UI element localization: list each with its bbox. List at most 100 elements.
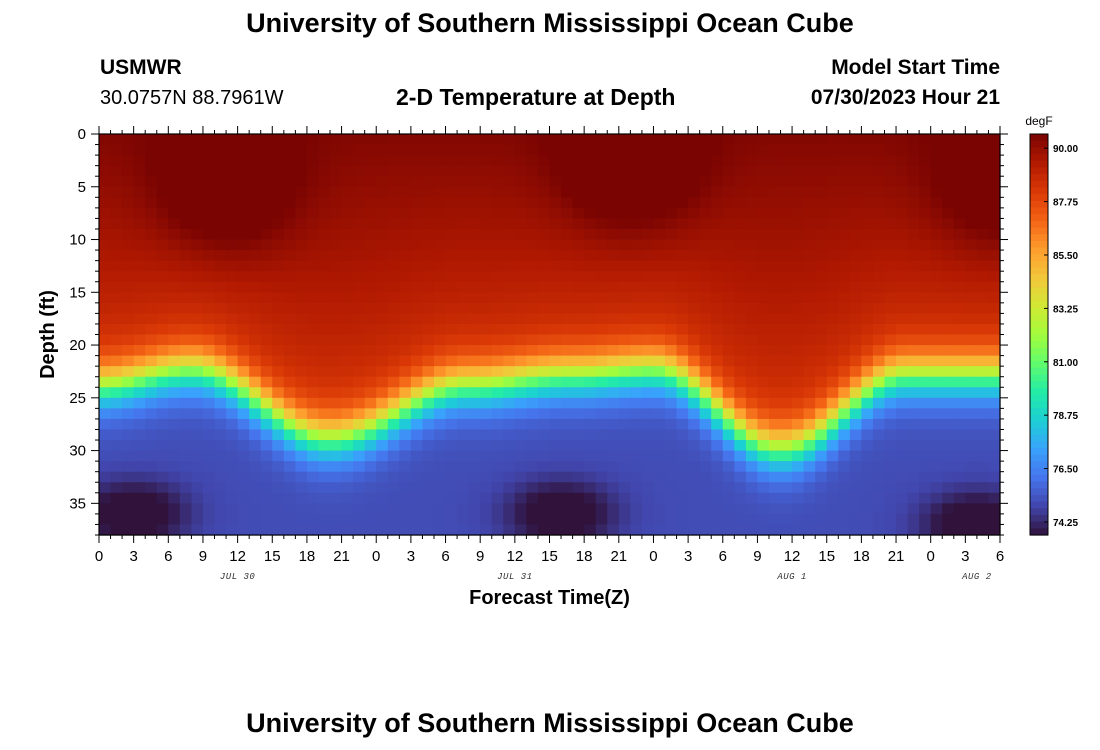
heatmap-cell <box>168 450 181 462</box>
heatmap-cell <box>457 429 470 441</box>
heatmap-cell <box>422 228 435 241</box>
heatmap-cell <box>711 250 724 262</box>
heatmap-cell <box>665 376 678 388</box>
heatmap-cell <box>410 471 424 483</box>
heatmap-cell <box>803 471 816 483</box>
heatmap-cell <box>468 271 481 283</box>
heatmap-cell <box>907 418 920 431</box>
heatmap-cell <box>376 207 389 220</box>
heatmap-cell <box>202 144 216 156</box>
heatmap-cell <box>295 524 308 536</box>
heatmap-cell <box>942 155 955 167</box>
heatmap-cell <box>306 186 320 198</box>
heatmap-cell <box>919 313 932 325</box>
heatmap-cell <box>618 440 631 452</box>
heatmap-cell <box>445 440 458 452</box>
x-tick-label: 6 <box>441 548 449 565</box>
heatmap-cell <box>896 429 909 441</box>
heatmap-cell <box>387 471 400 483</box>
heatmap-cell <box>376 492 389 504</box>
heatmap-cell <box>491 440 504 452</box>
heatmap-cell <box>780 492 793 504</box>
heatmap-cell <box>607 186 620 198</box>
colorbar-segment <box>1030 481 1048 489</box>
heatmap-cell <box>549 271 562 283</box>
heatmap-cell <box>122 176 135 188</box>
heatmap-cell <box>757 513 770 526</box>
heatmap-cell <box>214 376 227 388</box>
heatmap-cell <box>306 144 320 156</box>
heatmap-cell <box>457 387 470 399</box>
heatmap-cell <box>734 334 747 346</box>
heatmap-cell <box>433 503 447 515</box>
heatmap-cell <box>145 165 158 177</box>
heatmap-cell <box>803 250 816 262</box>
heatmap-cell <box>480 155 493 167</box>
heatmap-cell <box>445 239 458 251</box>
heatmap-cell <box>942 366 955 378</box>
heatmap-cell <box>976 397 990 409</box>
colorbar-segment <box>1030 214 1048 222</box>
heatmap-cell <box>757 144 770 156</box>
heatmap-cell <box>803 345 816 357</box>
heatmap-cell <box>122 334 135 346</box>
heatmap-cell <box>607 366 620 378</box>
heatmap-cell <box>457 302 470 314</box>
heatmap-cell <box>572 345 585 357</box>
heatmap-cell <box>884 408 897 420</box>
heatmap-cell <box>838 408 851 420</box>
heatmap-cell <box>907 345 920 357</box>
heatmap-cell <box>641 461 655 473</box>
heatmap-cell <box>457 513 470 526</box>
heatmap-cell <box>768 281 782 293</box>
heatmap-cell <box>665 366 678 378</box>
heatmap-cell <box>237 144 250 156</box>
heatmap-cell <box>907 408 920 420</box>
heatmap-cell <box>618 492 631 504</box>
heatmap-cell <box>110 144 123 156</box>
heatmap-cell <box>630 376 643 388</box>
heatmap-cell <box>353 429 366 441</box>
heatmap-cell <box>468 134 481 146</box>
heatmap-cell <box>168 482 181 494</box>
heatmap-cell <box>306 323 320 336</box>
heatmap-cell <box>838 387 851 399</box>
heatmap-cell <box>653 207 666 220</box>
heatmap-cell <box>306 207 320 220</box>
heatmap-cell <box>757 524 770 536</box>
heatmap-cell <box>595 345 608 357</box>
heatmap-cell <box>145 271 158 283</box>
heatmap-cell <box>110 366 123 378</box>
heatmap-cell <box>445 345 458 357</box>
heatmap-cell <box>133 218 146 230</box>
heatmap-cell <box>815 134 828 146</box>
heatmap-cell <box>584 271 597 283</box>
heatmap-cell <box>745 218 759 230</box>
heatmap-cell <box>480 366 493 378</box>
heatmap-cell <box>884 144 897 156</box>
heatmap-cell <box>480 313 493 325</box>
heatmap-cell <box>965 513 978 526</box>
heatmap-cell <box>145 440 158 452</box>
heatmap-cell <box>491 313 504 325</box>
heatmap-cell <box>283 260 296 272</box>
heatmap-cell <box>942 218 955 230</box>
heatmap-cell <box>491 165 504 177</box>
heatmap-cell <box>226 471 239 483</box>
heatmap-cell <box>953 155 966 167</box>
heatmap-cell <box>468 207 481 220</box>
heatmap-cell <box>722 471 735 483</box>
heatmap-cell <box>295 155 308 167</box>
heatmap-cell <box>907 355 920 367</box>
heatmap-cell <box>861 186 874 198</box>
heatmap-cell <box>491 461 504 473</box>
heatmap-cell <box>780 292 793 304</box>
heatmap-cell <box>976 302 990 314</box>
heatmap-cell <box>445 260 458 272</box>
heatmap-cell <box>595 429 608 441</box>
x-tick-label: 0 <box>372 548 380 565</box>
heatmap-cell <box>976 207 990 220</box>
heatmap-cell <box>792 323 805 336</box>
heatmap-cell <box>861 197 874 209</box>
heatmap-cell <box>306 292 320 304</box>
